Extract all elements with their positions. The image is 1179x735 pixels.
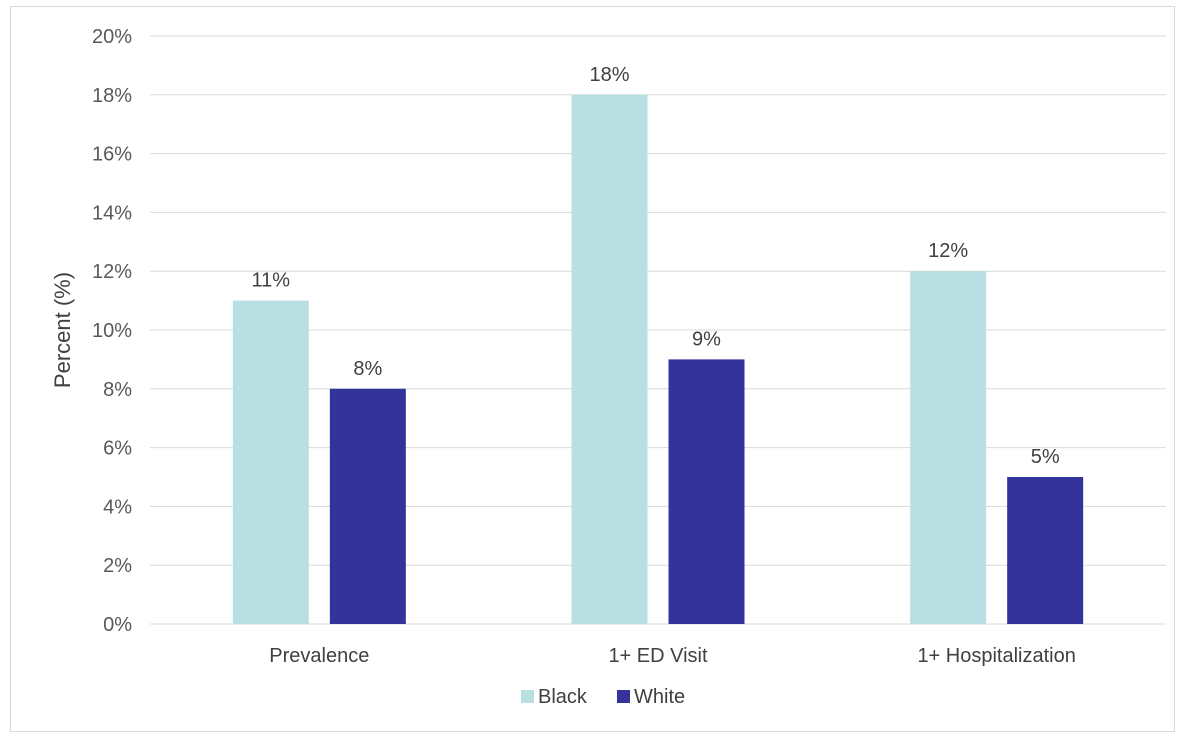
gridlines [150, 35, 1166, 625]
y-tick-label: 14% [92, 202, 132, 224]
y-tick-label: 8% [103, 379, 132, 401]
y-axis-title: Percent (%) [50, 272, 75, 388]
data-label: 18% [589, 64, 629, 86]
legend: Black White [521, 686, 685, 708]
data-labels: 11% 8% 18% 9% 12% 5% [252, 64, 1060, 468]
y-tick-label: 20% [92, 26, 132, 48]
legend-label-white: White [634, 686, 685, 708]
y-tick-label: 4% [103, 496, 132, 518]
y-axis-ticks: 0% 2% 4% 6% 8% 10% 12% 14% 16% 18% 20% [92, 26, 132, 636]
data-label: 5% [1031, 446, 1060, 468]
y-tick-label: 6% [103, 438, 132, 460]
x-category-label: 1+ Hospitalization [917, 645, 1075, 667]
legend-swatch-white [617, 690, 630, 703]
data-label: 8% [353, 358, 382, 380]
y-tick-label: 0% [103, 614, 132, 636]
bar-black-1 [571, 94, 648, 625]
data-label: 12% [928, 240, 968, 262]
bar-black-0 [232, 300, 309, 624]
bar-black-2 [910, 271, 987, 624]
y-tick-label: 12% [92, 261, 132, 283]
legend-swatch-black [521, 690, 534, 703]
data-label: 9% [692, 328, 721, 350]
x-category-label: 1+ ED Visit [608, 645, 708, 667]
y-tick-label: 2% [103, 555, 132, 577]
bar-white-2 [1007, 477, 1084, 624]
y-tick-label: 10% [92, 320, 132, 342]
y-tick-label: 18% [92, 85, 132, 107]
x-axis-categories: Prevalence 1+ ED Visit 1+ Hospitalization [269, 645, 1076, 667]
data-label: 11% [252, 270, 291, 292]
bar-white-1 [668, 359, 745, 624]
y-tick-label: 16% [92, 144, 132, 166]
bars [232, 94, 1084, 625]
legend-label-black: Black [538, 686, 588, 708]
bar-white-0 [329, 388, 406, 624]
x-category-label: Prevalence [269, 645, 369, 667]
